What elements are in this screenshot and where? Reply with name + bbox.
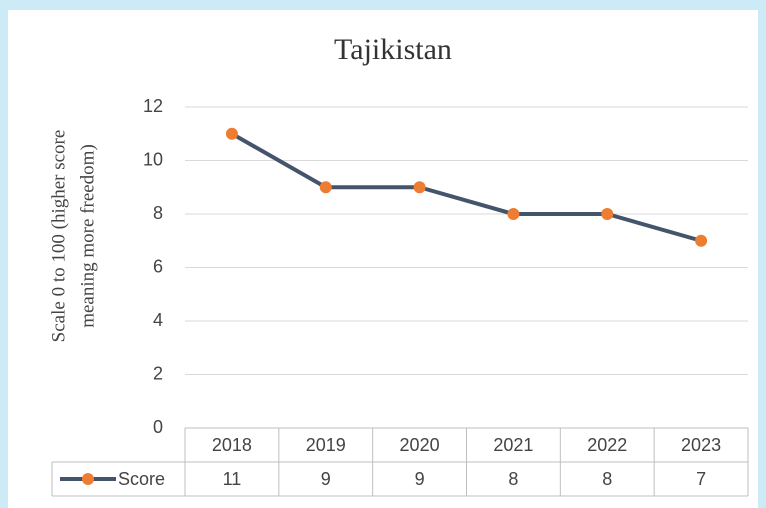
marker [601,208,614,220]
x-tick-label: 2022 [587,435,627,455]
y-tick-label: 4 [153,310,163,330]
x-tick-label: 2023 [681,435,721,455]
legend-label: Score [118,469,165,489]
y-axis-title-line: meaning more freedom) [77,144,98,328]
table-value: 11 [223,469,242,489]
table-value: 8 [508,469,518,489]
x-tick-label: 2019 [306,435,346,455]
y-tick-label: 8 [153,203,163,223]
marker [507,208,520,220]
chart-title: Tajikistan [334,33,452,66]
y-tick-label: 12 [143,96,163,116]
y-axis-title: Scale 0 to 100 (higher score meaning mor… [48,130,98,343]
marker [413,181,426,194]
marker [695,234,708,247]
y-axis-title-line: Scale 0 to 100 (higher score [48,130,69,343]
legend-marker [82,473,94,485]
table-value: 9 [321,469,331,489]
x-tick-label: 2021 [493,435,533,455]
chart-panel [8,10,758,508]
x-tick-label: 2018 [212,435,252,455]
table-value: 8 [602,469,612,489]
table-value: 9 [415,469,425,489]
y-tick-label: 10 [143,149,163,169]
y-tick-label: 0 [153,417,163,437]
marker [319,181,332,194]
y-tick-label: 6 [153,256,163,276]
y-tick-label: 2 [153,363,163,383]
table-value: 7 [696,469,706,489]
marker [225,127,238,140]
x-tick-label: 2020 [400,435,440,455]
line-series [230,132,702,243]
